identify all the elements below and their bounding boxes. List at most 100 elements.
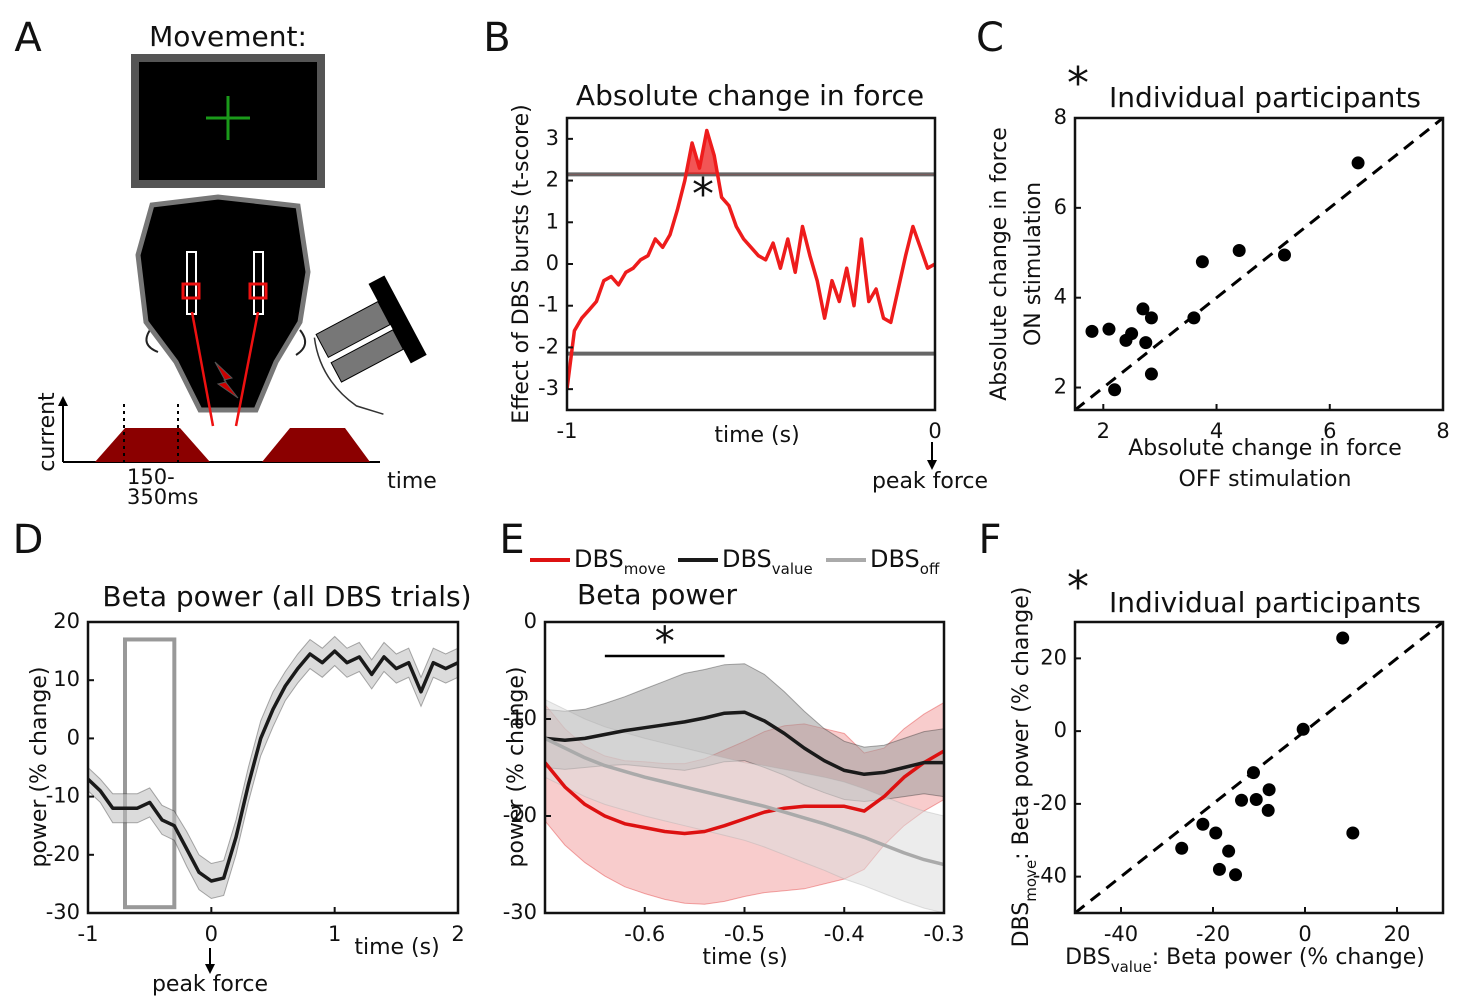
x-axis-label-sub: value (1111, 958, 1152, 976)
y-tick-label: -2 (538, 334, 559, 358)
y-tick-label: 0 (546, 251, 559, 275)
axis-label: current (35, 392, 60, 472)
line (545, 710, 944, 777)
pulse (95, 428, 210, 462)
point (1136, 302, 1150, 316)
point (1235, 793, 1249, 807)
point (1246, 766, 1260, 780)
bolt (214, 361, 239, 399)
y-tick-label: 6 (1054, 195, 1067, 219)
panel-label: C (976, 15, 1004, 61)
y-axis-label: ON stimulation (1021, 182, 1046, 346)
contact (248, 282, 268, 300)
point (1212, 862, 1226, 876)
plot-area (1075, 622, 1443, 913)
axis-label: time (387, 469, 437, 494)
point (1336, 631, 1350, 645)
x-axis-label: Absolute change in force (1128, 436, 1402, 461)
x-tick-label: 4 (1210, 419, 1223, 443)
legend-sub: move (624, 560, 666, 578)
y-axis-label-part: : Beta power (% change) (1009, 587, 1034, 860)
y-tick-label: 0 (1054, 718, 1067, 742)
axes-frame (1073, 116, 1445, 412)
x-tick-label: -0.4 (824, 922, 865, 946)
identity-line (1075, 622, 1443, 913)
point (1144, 311, 1158, 325)
point (1351, 156, 1365, 170)
x-tick-label: 6 (1323, 419, 1336, 443)
pulse (262, 428, 370, 462)
plate (368, 275, 427, 364)
x-tick-label: -40 (1104, 922, 1138, 946)
diagram-title: Movement: (149, 20, 307, 53)
x-tick-label: -20 (1196, 922, 1230, 946)
point (1175, 841, 1189, 855)
x-tick-label: 1 (328, 922, 341, 946)
x-tick-label: -1 (557, 419, 578, 443)
plot-area (545, 663, 944, 913)
axes-frame (86, 620, 460, 915)
error-band (88, 635, 458, 900)
y-axis-label: DBSmove: Beta power (% change) (1009, 587, 1040, 948)
y-tick-label: 2 (546, 168, 559, 192)
ear (295, 329, 307, 356)
y-axis-label: power (% change) (27, 666, 52, 867)
y-tick-label: 8 (1054, 105, 1067, 129)
y-tick-label: 4 (1054, 285, 1067, 309)
chart-title: Beta power (577, 578, 738, 611)
point (1262, 783, 1276, 797)
point (1144, 367, 1158, 381)
identity-line (1075, 118, 1443, 410)
panel-a-diagram: Movement: current time 150- 350ms (35, 20, 437, 509)
y-axis-label: Absolute change in force (987, 127, 1012, 401)
point (1222, 844, 1236, 858)
panel-label: A (14, 15, 42, 61)
y-tick-label: -3 (538, 376, 559, 400)
annotation: * (1067, 58, 1089, 109)
x-axis-label-part: DBS (1065, 945, 1111, 970)
point (1229, 868, 1243, 882)
above-threshold-fill (567, 130, 935, 175)
x-axis-label: time (s) (354, 935, 439, 960)
x-tick-label: 0 (1298, 922, 1311, 946)
point (1232, 244, 1246, 258)
axes-frame (565, 116, 937, 412)
error-band (545, 699, 944, 913)
x-tick-label: -1 (78, 922, 99, 946)
arrow (927, 460, 937, 470)
y-tick-label: -20 (1033, 791, 1067, 815)
legend-entry: DBSoff (870, 545, 940, 578)
point (1261, 803, 1275, 817)
point (1139, 336, 1153, 350)
chart-title: Absolute change in force (576, 79, 924, 112)
line (567, 128, 935, 390)
x-axis-label: time (s) (714, 423, 799, 448)
arrow (205, 964, 215, 974)
head (135, 194, 311, 413)
point (1196, 817, 1210, 831)
panel-label: B (483, 15, 510, 61)
axes-frame (1073, 620, 1445, 915)
interval-label: 150- (127, 465, 175, 489)
annotation: * (1067, 562, 1089, 613)
y-tick-label: -20 (46, 842, 80, 866)
x-axis-label-part: : Beta power (% change) (1152, 945, 1425, 970)
y-tick-label: 20 (1040, 645, 1067, 669)
highlight-box (123, 637, 177, 910)
interval-label: 350ms (127, 485, 198, 509)
contact (181, 282, 201, 300)
x-tick-label: 20 (1384, 922, 1411, 946)
lead (190, 311, 215, 427)
line (88, 649, 458, 883)
y-tick-label: -10 (503, 706, 537, 730)
point (1102, 322, 1116, 336)
hand-device (313, 275, 427, 415)
arrow (58, 396, 68, 406)
chart-title: Individual participants (1109, 81, 1421, 114)
y-axis-label: power (% change) (504, 666, 529, 867)
plot-area (88, 635, 458, 910)
y-axis-label-sub: move (1022, 860, 1040, 902)
annotation: * (692, 169, 714, 220)
hand (313, 337, 384, 415)
